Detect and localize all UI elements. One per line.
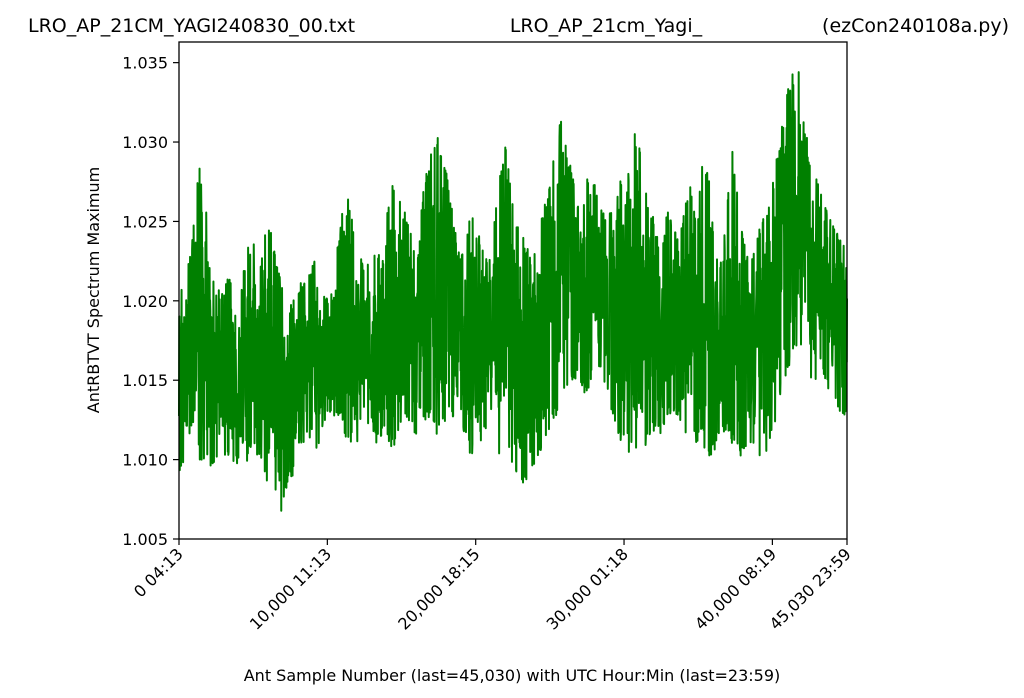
- header-left-title: LRO_AP_21CM_YAGI240830_00.txt: [28, 15, 355, 37]
- y-tick-label: 1.030: [122, 133, 168, 152]
- y-axis-label: AntRBTVT Spectrum Maximum: [84, 167, 103, 413]
- x-tick-label: 30,000 01:18: [543, 544, 632, 633]
- y-axis: 1.005 1.010 1.015 1.020 1.025 1.030 1.035: [122, 54, 179, 549]
- y-tick-label: 1.035: [122, 54, 168, 73]
- chart-header: LRO_AP_21CM_YAGI240830_00.txt LRO_AP_21c…: [28, 15, 1009, 37]
- y-tick-label: 1.005: [122, 530, 168, 549]
- y-tick-label: 1.025: [122, 212, 168, 231]
- y-tick-label: 1.015: [122, 371, 168, 390]
- plot-area: [178, 71, 848, 512]
- header-center-title: LRO_AP_21cm_Yagi_: [510, 15, 703, 37]
- x-tick-label: 20,000 18:15: [394, 544, 483, 633]
- y-tick-label: 1.010: [122, 451, 168, 470]
- header-right-title: (ezCon240108a.py): [822, 15, 1009, 37]
- series-line: [178, 71, 848, 512]
- x-tick-label: 0 04:13: [130, 544, 187, 601]
- x-axis-label: Ant Sample Number (last=45,030) with UTC…: [244, 666, 781, 685]
- plot-frame: [178, 41, 848, 540]
- x-tick-label: 10,000 11:13: [246, 544, 335, 633]
- x-axis: 0 04:13 10,000 11:13 20,000 18:15 30,000 01…: [130, 539, 855, 634]
- y-tick-label: 1.020: [122, 292, 168, 311]
